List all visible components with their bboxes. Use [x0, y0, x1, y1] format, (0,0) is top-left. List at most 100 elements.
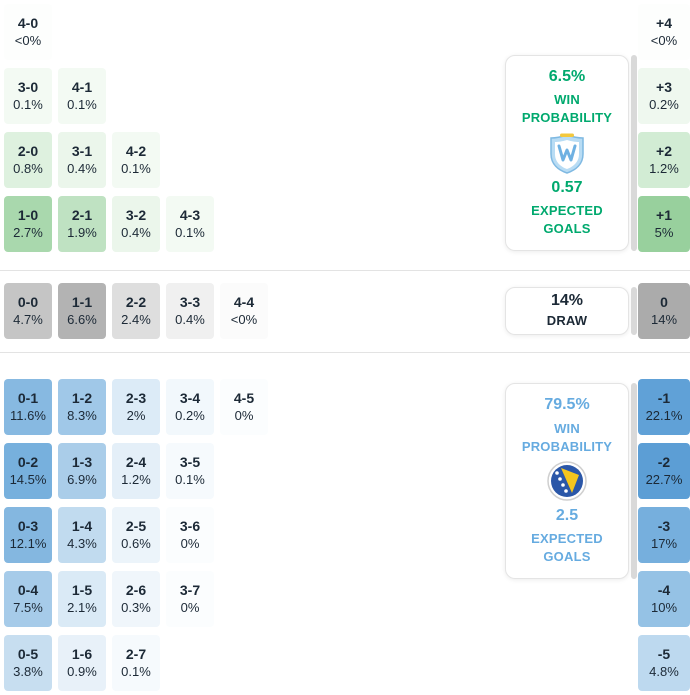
goal-margin-column-draw: 0 14%	[638, 283, 690, 339]
value-label: 4-2	[125, 143, 147, 159]
probability-label: 0.1%	[13, 97, 43, 112]
margin-cell--1: -1 22.1%	[638, 379, 690, 435]
value-label: 4-5	[233, 390, 255, 406]
probability-label: 0%	[180, 536, 200, 551]
goal-margin-column-home: +4 <0% +3 0.2% +2 1.2% +1 5%	[638, 4, 690, 252]
score-cell-1-5: 1-5 2.1%	[58, 571, 106, 627]
score-cell-0-2: 0-2 14.5%	[4, 443, 52, 499]
value-label: 2-3	[125, 390, 147, 406]
probability-label: 0%	[234, 408, 254, 423]
margin-cell-+2: +2 1.2%	[638, 132, 690, 188]
score-row: 0-2 14.5% 1-3 6.9% 2-4 1.2% 3-5 0.1%	[4, 443, 268, 499]
margin-cell--2: -2 22.7%	[638, 443, 690, 499]
value-label: -2	[657, 454, 671, 470]
section-divider	[0, 352, 690, 353]
away-expected-goals-label: EXPECTED GOALS	[531, 531, 603, 564]
home-win-probability-value: 6.5%	[548, 68, 586, 85]
probability-label: <0%	[14, 33, 42, 48]
probability-label: 0.1%	[175, 225, 205, 240]
score-row: 0-1 11.6% 1-2 8.3% 2-3 2% 3-4 0.2% 4-5 0%	[4, 379, 268, 435]
probability-label: 0.1%	[121, 664, 151, 679]
score-row: 2-0 0.8% 3-1 0.4% 4-2 0.1%	[4, 132, 214, 188]
probability-label: 4.7%	[13, 312, 43, 327]
value-label: 3-1	[71, 143, 93, 159]
value-label: 2-1	[71, 207, 93, 223]
probability-label: 0.8%	[13, 161, 43, 176]
probability-label: 8.3%	[67, 408, 97, 423]
score-cell-1-4: 1-4 4.3%	[58, 507, 106, 563]
score-row: 0-3 12.1% 1-4 4.3% 2-5 0.6% 3-6 0%	[4, 507, 268, 563]
probability-label: 22.1%	[645, 408, 683, 423]
panel-side-bar	[631, 287, 637, 335]
away-win-probability-label: WIN PROBABILITY	[521, 420, 613, 454]
value-label: +2	[656, 143, 672, 159]
draw-probability-value: 14%	[550, 292, 584, 309]
value-label: 3-7	[179, 582, 201, 598]
probability-label: 4.3%	[67, 536, 97, 551]
probability-label: 0.1%	[121, 161, 151, 176]
margin-cell--3: -3 17%	[638, 507, 690, 563]
value-label: 1-2	[71, 390, 93, 406]
probability-label: 0%	[180, 600, 200, 615]
away-expected-goals-value: 2.5	[555, 506, 579, 524]
home-team-badge-icon	[550, 133, 584, 174]
score-cell-0-3: 0-3 12.1%	[4, 507, 52, 563]
probability-label: 14%	[650, 312, 678, 327]
score-cell-2-0: 2-0 0.8%	[4, 132, 52, 188]
score-cell-2-3: 2-3 2%	[112, 379, 160, 435]
score-cell-2-4: 2-4 1.2%	[112, 443, 160, 499]
score-cell-4-2: 4-2 0.1%	[112, 132, 160, 188]
probability-label: 1.2%	[121, 472, 151, 487]
score-cell-1-3: 1-3 6.9%	[58, 443, 106, 499]
draw-score-grid: 0-0 4.7% 1-1 6.6% 2-2 2.4% 3-3 0.4% 4-4 <0%	[4, 283, 268, 347]
score-cell-3-5: 3-5 0.1%	[166, 443, 214, 499]
score-cell-4-5: 4-5 0%	[220, 379, 268, 435]
probability-label: 0.4%	[67, 161, 97, 176]
value-label: +3	[656, 79, 672, 95]
score-cell-3-2: 3-2 0.4%	[112, 196, 160, 252]
probability-label: 4.8%	[649, 664, 679, 679]
score-cell-1-1: 1-1 6.6%	[58, 283, 106, 339]
home-win-panel: 6.5% WIN PROBABILITY 0.57 EXPECTED GOALS	[505, 55, 629, 251]
value-label: 0-1	[17, 390, 39, 406]
margin-cell--5: -5 4.8%	[638, 635, 690, 691]
value-label: 4-3	[179, 207, 201, 223]
score-cell-4-4: 4-4 <0%	[220, 283, 268, 339]
probability-label: 7.5%	[13, 600, 43, 615]
probability-label: 10%	[650, 600, 678, 615]
value-label: 2-5	[125, 518, 147, 534]
probability-label: 0.4%	[175, 312, 205, 327]
score-row: 3-0 0.1% 4-1 0.1%	[4, 68, 214, 124]
probability-label: 22.7%	[645, 472, 683, 487]
value-label: 1-6	[71, 646, 93, 662]
margin-cell--4: -4 10%	[638, 571, 690, 627]
value-label: 3-6	[179, 518, 201, 534]
value-label: 0	[660, 294, 668, 310]
score-row: 0-0 4.7% 1-1 6.6% 2-2 2.4% 3-3 0.4% 4-4 <0%	[4, 283, 268, 339]
probability-label: 5%	[654, 225, 674, 240]
probability-label: 6.9%	[67, 472, 97, 487]
away-team-badge-icon	[547, 461, 587, 501]
margin-cell-0: 0 14%	[638, 283, 690, 339]
value-label: 3-4	[179, 390, 201, 406]
value-label: 0-4	[17, 582, 39, 598]
score-row: 4-0 <0%	[4, 4, 214, 60]
score-cell-3-6: 3-6 0%	[166, 507, 214, 563]
value-label: -4	[657, 582, 671, 598]
value-label: 2-4	[125, 454, 147, 470]
probability-label: <0%	[230, 312, 258, 327]
score-cell-2-5: 2-5 0.6%	[112, 507, 160, 563]
value-label: 3-3	[179, 294, 201, 310]
probability-label: <0%	[650, 33, 678, 48]
value-label: +4	[656, 15, 672, 31]
score-cell-2-7: 2-7 0.1%	[112, 635, 160, 691]
probability-label: 2.7%	[13, 225, 43, 240]
probability-label: 12.1%	[9, 536, 47, 551]
probability-label: 17%	[650, 536, 678, 551]
score-cell-3-0: 3-0 0.1%	[4, 68, 52, 124]
away-score-grid: 0-1 11.6% 1-2 8.3% 2-3 2% 3-4 0.2% 4-5 0% 0-2 14.5%…	[4, 379, 268, 695]
score-cell-0-4: 0-4 7.5%	[4, 571, 52, 627]
panel-side-bar	[631, 383, 637, 579]
value-label: +1	[656, 207, 672, 223]
score-cell-3-7: 3-7 0%	[166, 571, 214, 627]
